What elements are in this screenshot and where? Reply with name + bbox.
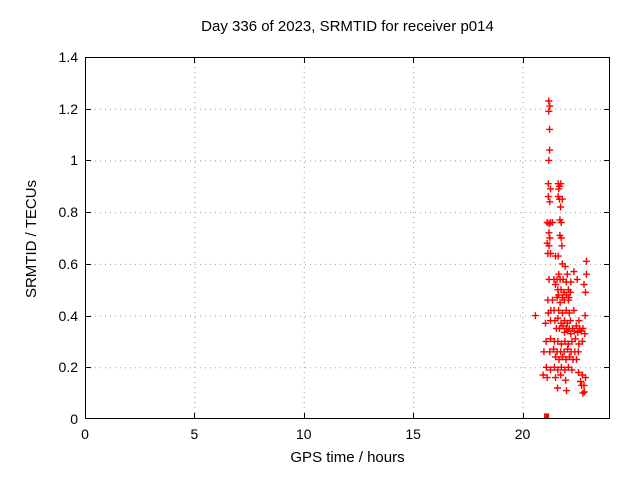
plot-area (85, 57, 610, 419)
y-tick-label: 0.2 (58, 359, 78, 376)
plot-border (85, 57, 610, 419)
y-tick-label: 1 (70, 152, 78, 169)
y-tick-label: 0.4 (58, 307, 78, 324)
x-tick-label: 0 (81, 426, 89, 442)
x-tick-label: 15 (405, 426, 421, 442)
plot-svg (85, 57, 610, 419)
y-tick-label: 0.6 (58, 255, 78, 272)
x-tick-label: 10 (295, 426, 312, 442)
scatter-points (531, 97, 590, 397)
scatter-point-square (544, 413, 550, 419)
y-tick-label: 0.8 (58, 204, 78, 221)
chart-title: Day 336 of 2023, SRMTID for receiver p01… (201, 18, 494, 35)
x-axis-label: GPS time / hours (290, 449, 405, 466)
x-tick-label: 5 (190, 426, 199, 442)
x-tick-label: 20 (514, 426, 531, 442)
y-tick-label: 1.2 (58, 100, 78, 117)
y-tick-label: 0 (70, 411, 78, 427)
y-tick-label: 1.4 (58, 49, 78, 65)
